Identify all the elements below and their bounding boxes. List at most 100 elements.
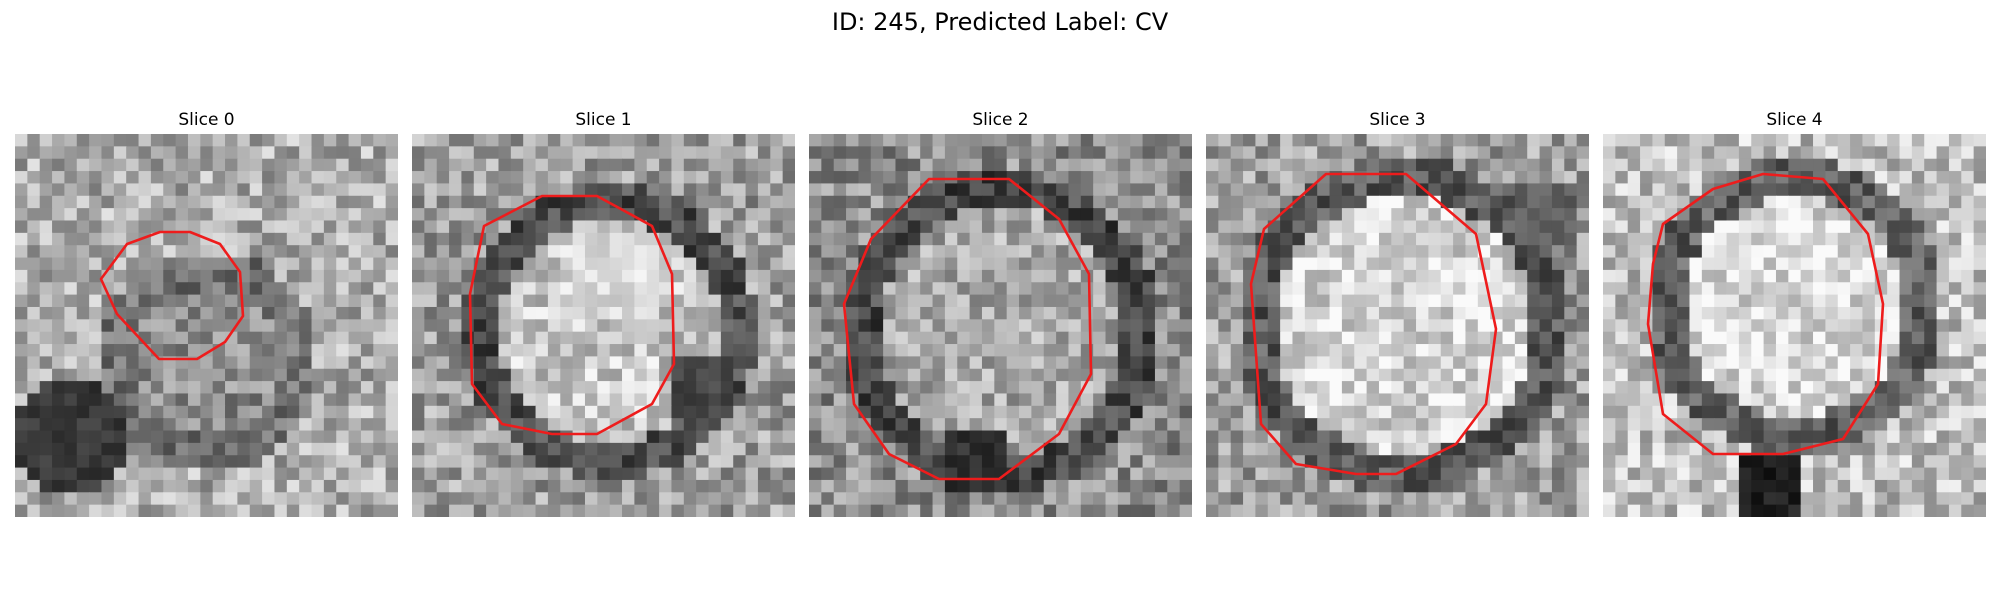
pixel xyxy=(858,455,872,469)
pixel xyxy=(846,146,860,160)
pixel xyxy=(449,442,463,456)
pixel xyxy=(1218,195,1232,209)
pixel xyxy=(101,467,115,481)
pixel xyxy=(833,405,847,419)
pixel xyxy=(720,393,734,407)
pixel xyxy=(336,455,350,469)
pixel xyxy=(994,356,1008,370)
pixel xyxy=(920,368,934,382)
pixel xyxy=(1714,467,1728,481)
pixel xyxy=(1354,356,1368,370)
pixel xyxy=(76,418,90,432)
pixel xyxy=(1477,134,1491,147)
pixel xyxy=(957,381,971,395)
pixel xyxy=(720,467,734,481)
pixel xyxy=(449,269,463,283)
pixel xyxy=(833,356,847,370)
pixel xyxy=(1056,171,1070,185)
pixel xyxy=(1167,492,1181,506)
pixel xyxy=(1514,171,1528,185)
pixel xyxy=(1800,183,1814,197)
pixel xyxy=(858,220,872,234)
pixel xyxy=(348,442,362,456)
pixel xyxy=(745,492,759,506)
pixel xyxy=(486,195,500,209)
pixel xyxy=(1329,368,1343,382)
pixel xyxy=(1243,146,1257,160)
pixel xyxy=(1465,479,1479,493)
pixel xyxy=(969,134,983,147)
pixel xyxy=(1813,319,1826,333)
pixel xyxy=(1502,269,1516,283)
pixel xyxy=(385,232,398,246)
pixel xyxy=(163,245,177,259)
pixel xyxy=(1603,492,1616,506)
pixel xyxy=(1973,282,1986,296)
pixel xyxy=(1514,306,1528,320)
pixel xyxy=(1615,492,1629,506)
pixel xyxy=(1230,504,1244,517)
pixel xyxy=(597,183,611,197)
pixel xyxy=(920,319,934,333)
pixel xyxy=(1751,183,1765,197)
pixel xyxy=(733,479,747,493)
pixel xyxy=(1440,344,1454,357)
pixel xyxy=(1179,430,1192,444)
pixel xyxy=(745,368,759,382)
pixel xyxy=(1416,171,1429,185)
pixel xyxy=(1378,356,1392,370)
pixel xyxy=(1403,294,1417,308)
pixel xyxy=(1576,183,1589,197)
pixel xyxy=(1911,208,1925,222)
pixel xyxy=(733,257,747,271)
pixel xyxy=(225,306,238,320)
pixel xyxy=(424,492,438,506)
pixel xyxy=(163,294,177,308)
pixel xyxy=(597,134,611,147)
pixel xyxy=(1142,306,1156,320)
pixel xyxy=(782,492,795,506)
pixel xyxy=(187,467,201,481)
pixel xyxy=(895,269,909,283)
pixel xyxy=(187,393,201,407)
pixel xyxy=(1080,418,1094,432)
pixel xyxy=(436,306,450,320)
pixel xyxy=(1726,344,1740,357)
pixel xyxy=(1080,134,1094,147)
pixel xyxy=(609,331,623,345)
pixel xyxy=(994,344,1008,357)
pixel xyxy=(286,158,300,172)
pixel xyxy=(944,158,958,172)
pixel xyxy=(1640,319,1654,333)
pixel xyxy=(1527,430,1541,444)
pixel xyxy=(1899,171,1913,185)
pixel xyxy=(1304,393,1318,407)
pixel xyxy=(1056,269,1070,283)
pixel xyxy=(1154,405,1168,419)
pixel xyxy=(1230,232,1244,246)
pixel xyxy=(1514,232,1528,246)
pixel xyxy=(1911,257,1925,271)
pixel xyxy=(1837,418,1851,432)
pixel xyxy=(412,158,425,172)
pixel xyxy=(1887,381,1901,395)
pixel xyxy=(249,418,263,432)
pixel xyxy=(89,393,103,407)
pixel xyxy=(1403,195,1417,209)
pixel xyxy=(745,158,759,172)
pixel xyxy=(821,331,835,345)
pixel xyxy=(1179,171,1192,185)
pixel xyxy=(821,405,835,419)
pixel xyxy=(436,467,450,481)
pixel xyxy=(535,183,549,197)
pixel xyxy=(175,171,189,185)
pixel xyxy=(572,405,586,419)
pixel xyxy=(1255,331,1269,345)
pixel xyxy=(895,418,909,432)
pixel xyxy=(1465,294,1479,308)
pixel xyxy=(1677,393,1691,407)
pixel xyxy=(1615,158,1629,172)
pixel xyxy=(225,134,238,147)
pixel xyxy=(1936,232,1950,246)
pixel xyxy=(745,356,759,370)
